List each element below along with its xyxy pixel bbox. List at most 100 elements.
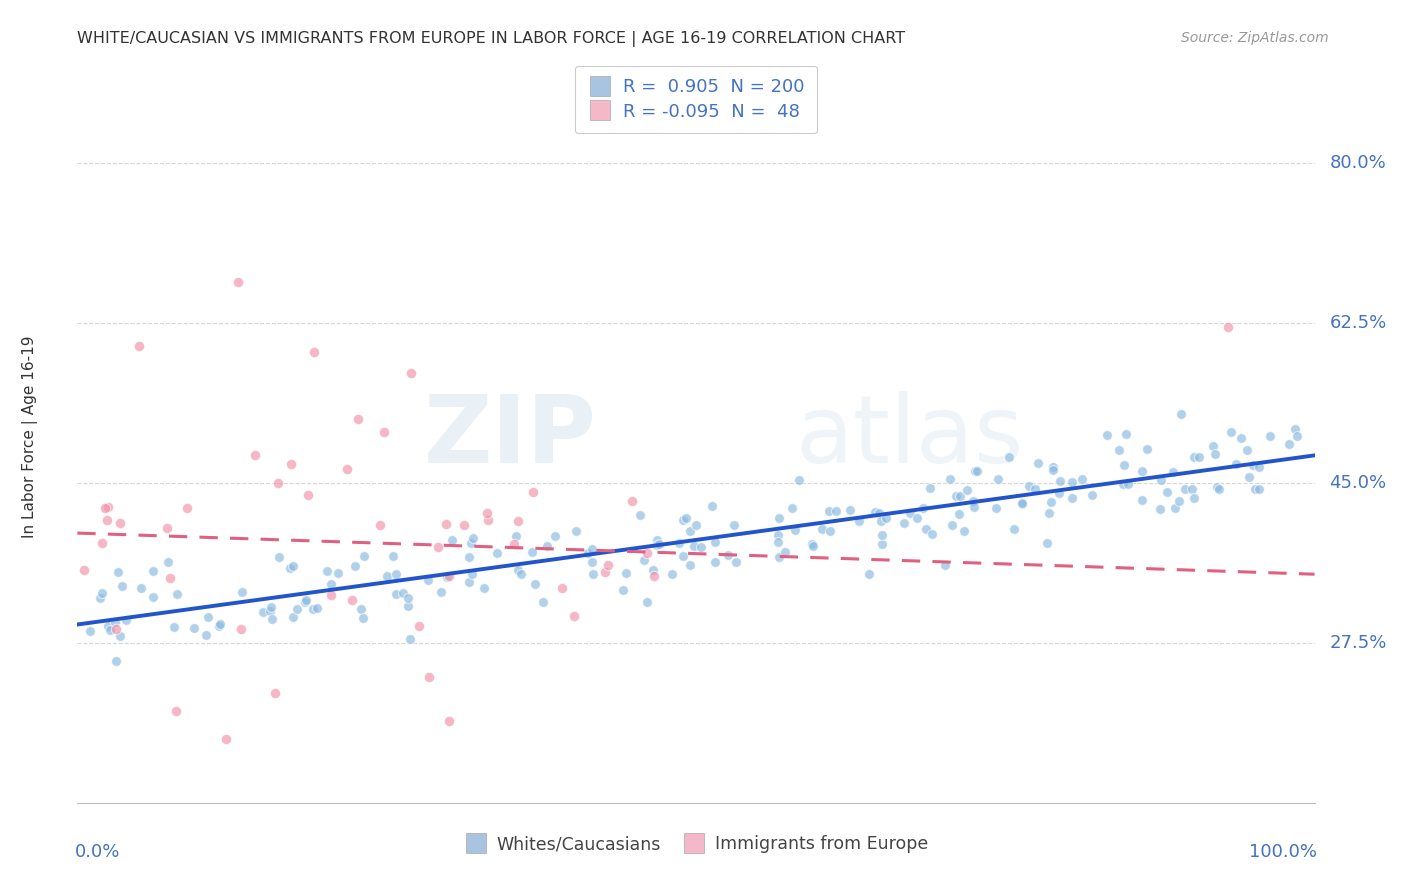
- Point: [105, 654, 128, 668]
- Point: [1220, 425, 1243, 440]
- Point: [408, 618, 430, 632]
- Point: [1026, 456, 1049, 470]
- Point: [396, 599, 419, 613]
- Point: [683, 539, 706, 553]
- Point: [297, 488, 319, 502]
- Point: [1040, 495, 1063, 509]
- Point: [987, 472, 1010, 486]
- Point: [252, 605, 274, 619]
- Point: [460, 535, 482, 549]
- Point: [260, 612, 283, 626]
- Point: [437, 569, 460, 583]
- Point: [1216, 320, 1239, 334]
- Point: [564, 524, 586, 539]
- Point: [97, 619, 120, 633]
- Point: [430, 584, 453, 599]
- Point: [595, 566, 617, 580]
- Point: [486, 546, 509, 560]
- Point: [226, 275, 249, 289]
- Point: [280, 457, 302, 471]
- Point: [963, 464, 986, 478]
- Point: [1170, 407, 1192, 421]
- Point: [396, 591, 419, 605]
- Point: [645, 538, 668, 552]
- Point: [870, 527, 893, 541]
- Point: [801, 539, 824, 553]
- Point: [520, 545, 543, 559]
- Point: [766, 535, 789, 549]
- Text: 100.0%: 100.0%: [1249, 843, 1317, 861]
- Point: [783, 523, 806, 537]
- Point: [156, 521, 179, 535]
- Point: [342, 593, 364, 607]
- Point: [103, 615, 125, 629]
- Point: [628, 508, 651, 522]
- Point: [392, 586, 415, 600]
- Point: [668, 536, 690, 550]
- Point: [1225, 457, 1247, 471]
- Point: [522, 485, 544, 500]
- Point: [231, 585, 253, 599]
- Point: [582, 567, 605, 582]
- Point: [208, 617, 231, 632]
- Point: [107, 565, 129, 579]
- Point: [96, 513, 118, 527]
- Point: [1149, 501, 1171, 516]
- Point: [1011, 497, 1033, 511]
- Point: [581, 555, 603, 569]
- Point: [1118, 477, 1140, 491]
- Point: [381, 549, 404, 563]
- Point: [893, 516, 915, 530]
- Point: [636, 546, 658, 560]
- Point: [344, 558, 367, 573]
- Point: [704, 534, 727, 549]
- Point: [675, 510, 697, 524]
- Point: [73, 563, 96, 577]
- Point: [998, 450, 1021, 465]
- Point: [458, 575, 481, 590]
- Point: [375, 569, 398, 583]
- Point: [1002, 522, 1025, 536]
- Point: [868, 506, 890, 520]
- Point: [1060, 475, 1083, 489]
- Point: [1136, 442, 1159, 456]
- Text: 27.5%: 27.5%: [1330, 634, 1386, 652]
- Point: [208, 619, 231, 633]
- Point: [163, 620, 186, 634]
- Point: [643, 563, 665, 577]
- Point: [197, 610, 219, 624]
- Point: [93, 501, 115, 516]
- Point: [766, 527, 789, 541]
- Point: [848, 514, 870, 528]
- Point: [811, 522, 834, 536]
- Point: [114, 614, 136, 628]
- Point: [633, 553, 655, 567]
- Point: [1164, 501, 1187, 516]
- Point: [1285, 429, 1308, 443]
- Point: [787, 473, 810, 487]
- Point: [156, 555, 179, 569]
- Point: [986, 500, 1008, 515]
- Point: [612, 582, 634, 597]
- Point: [368, 518, 391, 533]
- Text: Source: ZipAtlas.com: Source: ZipAtlas.com: [1181, 31, 1329, 45]
- Point: [949, 489, 972, 503]
- Point: [463, 531, 485, 545]
- Point: [723, 518, 745, 533]
- Point: [1206, 480, 1229, 494]
- Point: [839, 503, 862, 517]
- Legend: Whites/Caucasians, Immigrants from Europe: Whites/Caucasians, Immigrants from Europ…: [457, 828, 935, 860]
- Point: [1230, 432, 1253, 446]
- Point: [267, 475, 290, 490]
- Point: [531, 595, 554, 609]
- Point: [685, 518, 707, 533]
- Point: [1095, 428, 1118, 442]
- Point: [536, 539, 558, 553]
- Point: [645, 533, 668, 547]
- Point: [581, 542, 603, 557]
- Point: [259, 604, 281, 618]
- Point: [302, 345, 325, 359]
- Point: [768, 511, 790, 525]
- Point: [934, 558, 956, 573]
- Point: [399, 632, 422, 647]
